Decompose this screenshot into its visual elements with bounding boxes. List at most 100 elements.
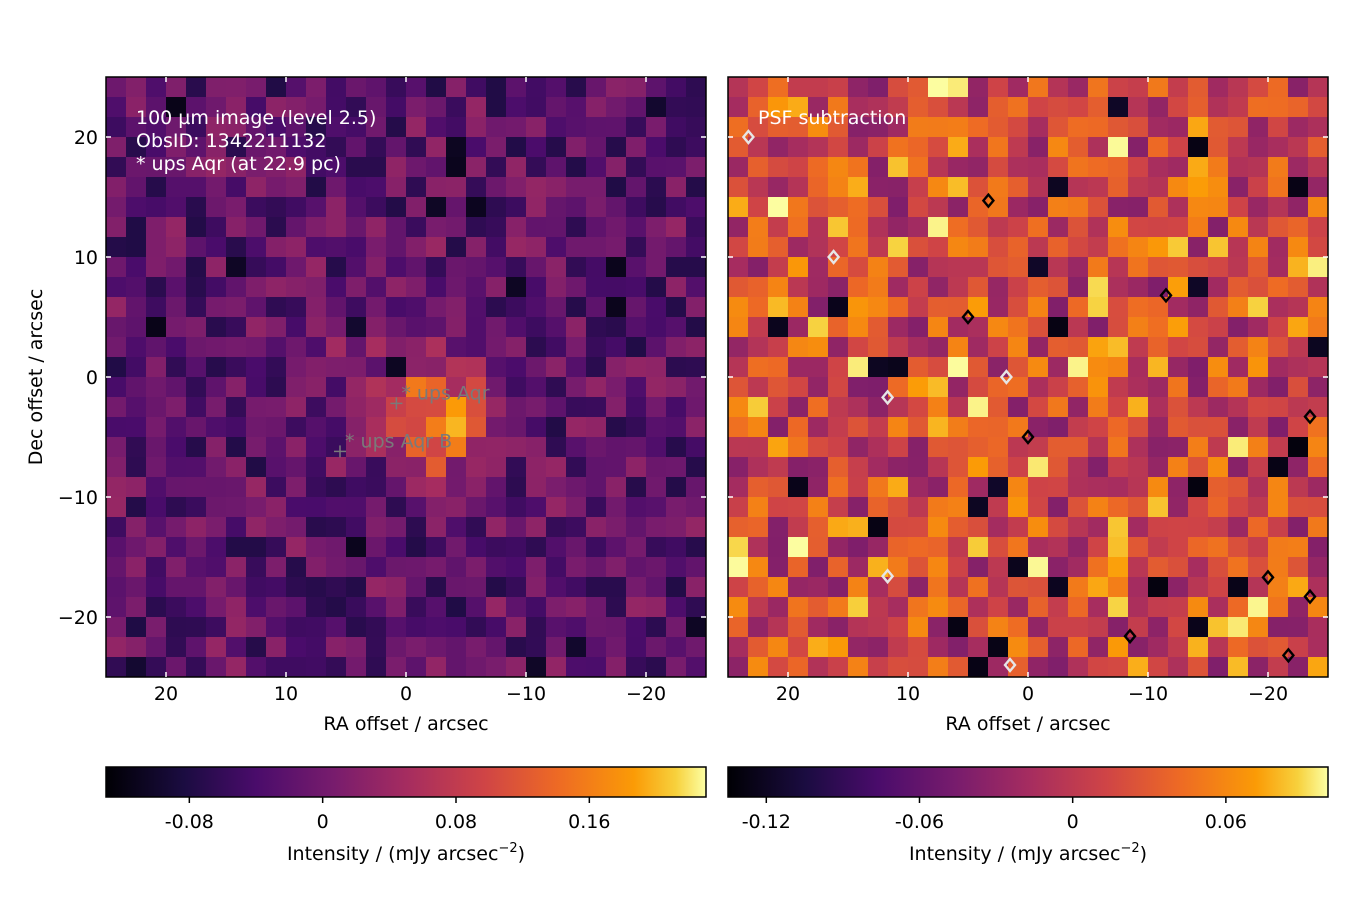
heatmap-cell — [526, 197, 547, 218]
heatmap-cell — [808, 397, 829, 418]
heatmap-cell — [226, 277, 247, 298]
heatmap-cell — [1208, 357, 1229, 378]
heatmap-cell — [406, 357, 427, 378]
heatmap-cell — [868, 357, 889, 378]
heatmap-cell — [1148, 457, 1169, 478]
heatmap-cell — [1028, 117, 1049, 138]
heatmap-cell — [968, 437, 989, 458]
heatmap-cell — [748, 197, 769, 218]
heatmap-cell — [1088, 517, 1109, 538]
heatmap-cell — [1168, 557, 1189, 578]
heatmap-cell — [586, 437, 607, 458]
heatmap-cell — [386, 277, 407, 298]
heatmap-cell — [1208, 657, 1229, 677]
heatmap-cell — [1148, 297, 1169, 318]
heatmap-cell — [868, 617, 889, 638]
heatmap-cell — [366, 457, 387, 478]
left-x-tick-label: −20 — [626, 683, 666, 705]
heatmap-cell — [828, 277, 849, 298]
heatmap-cell — [426, 277, 447, 298]
heatmap-cell — [106, 517, 127, 538]
heatmap-cell — [908, 337, 929, 358]
heatmap-cell — [948, 497, 969, 518]
heatmap-cell — [446, 377, 467, 398]
heatmap-cell — [346, 117, 367, 138]
heatmap-cell — [546, 617, 567, 638]
heatmap-cell — [1148, 277, 1169, 298]
heatmap-cell — [1308, 337, 1328, 358]
heatmap-cell — [446, 617, 467, 638]
heatmap-cell — [426, 517, 447, 538]
heatmap-cell — [928, 457, 949, 478]
heatmap-cell — [206, 577, 227, 598]
heatmap-cell — [386, 357, 407, 378]
heatmap-cell — [586, 337, 607, 358]
heatmap-cell — [948, 397, 969, 418]
heatmap-cell — [506, 177, 527, 198]
heatmap-cell — [1128, 277, 1149, 298]
heatmap-cell — [126, 497, 147, 518]
heatmap-cell — [1208, 537, 1229, 558]
heatmap-cell — [1168, 297, 1189, 318]
heatmap-cell — [146, 97, 167, 118]
heatmap-cell — [686, 377, 706, 398]
heatmap-cell — [728, 97, 749, 118]
heatmap-cell — [1108, 297, 1129, 318]
heatmap-cell — [626, 557, 647, 578]
heatmap-cell — [1128, 377, 1149, 398]
heatmap-cell — [988, 397, 1009, 418]
heatmap-cell — [286, 357, 307, 378]
heatmap-cell — [546, 397, 567, 418]
heatmap-cell — [526, 517, 547, 538]
heatmap-cell — [1308, 257, 1328, 278]
heatmap-cell — [526, 477, 547, 498]
heatmap-cell — [626, 637, 647, 658]
heatmap-cell — [1068, 537, 1089, 558]
heatmap-cell — [346, 377, 367, 398]
heatmap-cell — [626, 217, 647, 238]
heatmap-cell — [146, 477, 167, 498]
heatmap-cell — [386, 437, 407, 458]
heatmap-cell — [146, 617, 167, 638]
heatmap-cell — [586, 197, 607, 218]
heatmap-cell — [1068, 417, 1089, 438]
heatmap-cell — [126, 157, 147, 178]
heatmap-cell — [646, 237, 667, 258]
heatmap-cell — [606, 97, 627, 118]
heatmap-cell — [566, 77, 587, 98]
heatmap-cell — [626, 397, 647, 418]
heatmap-cell — [406, 217, 427, 238]
heatmap-cell — [646, 557, 667, 578]
heatmap-cell — [1088, 457, 1109, 478]
heatmap-cell — [106, 577, 127, 598]
heatmap-cell — [728, 537, 749, 558]
heatmap-cell — [306, 77, 327, 98]
heatmap-cell — [1168, 117, 1189, 138]
heatmap-cell — [306, 517, 327, 538]
heatmap-cell — [126, 77, 147, 98]
heatmap-cell — [146, 357, 167, 378]
heatmap-cell — [306, 417, 327, 438]
heatmap-cell — [1208, 137, 1229, 158]
heatmap-cell — [326, 457, 347, 478]
heatmap-cell — [406, 117, 427, 138]
heatmap-cell — [546, 497, 567, 518]
heatmap-cell — [686, 557, 706, 578]
heatmap-cell — [828, 137, 849, 158]
heatmap-cell — [226, 317, 247, 338]
heatmap-cell — [126, 177, 147, 198]
heatmap-cell — [1208, 157, 1229, 178]
heatmap-cell — [406, 417, 427, 438]
heatmap-cell — [1108, 97, 1129, 118]
heatmap-cell — [386, 517, 407, 538]
heatmap-cell — [1228, 117, 1249, 138]
heatmap-cell — [466, 237, 487, 258]
heatmap-cell — [1008, 97, 1029, 118]
heatmap-cell — [1288, 317, 1309, 338]
heatmap-cell — [646, 657, 667, 677]
heatmap-cell — [1248, 637, 1269, 658]
heatmap-cell — [486, 137, 507, 158]
heatmap-cell — [666, 77, 687, 98]
heatmap-cell — [1308, 517, 1328, 538]
heatmap-cell — [1008, 597, 1029, 618]
